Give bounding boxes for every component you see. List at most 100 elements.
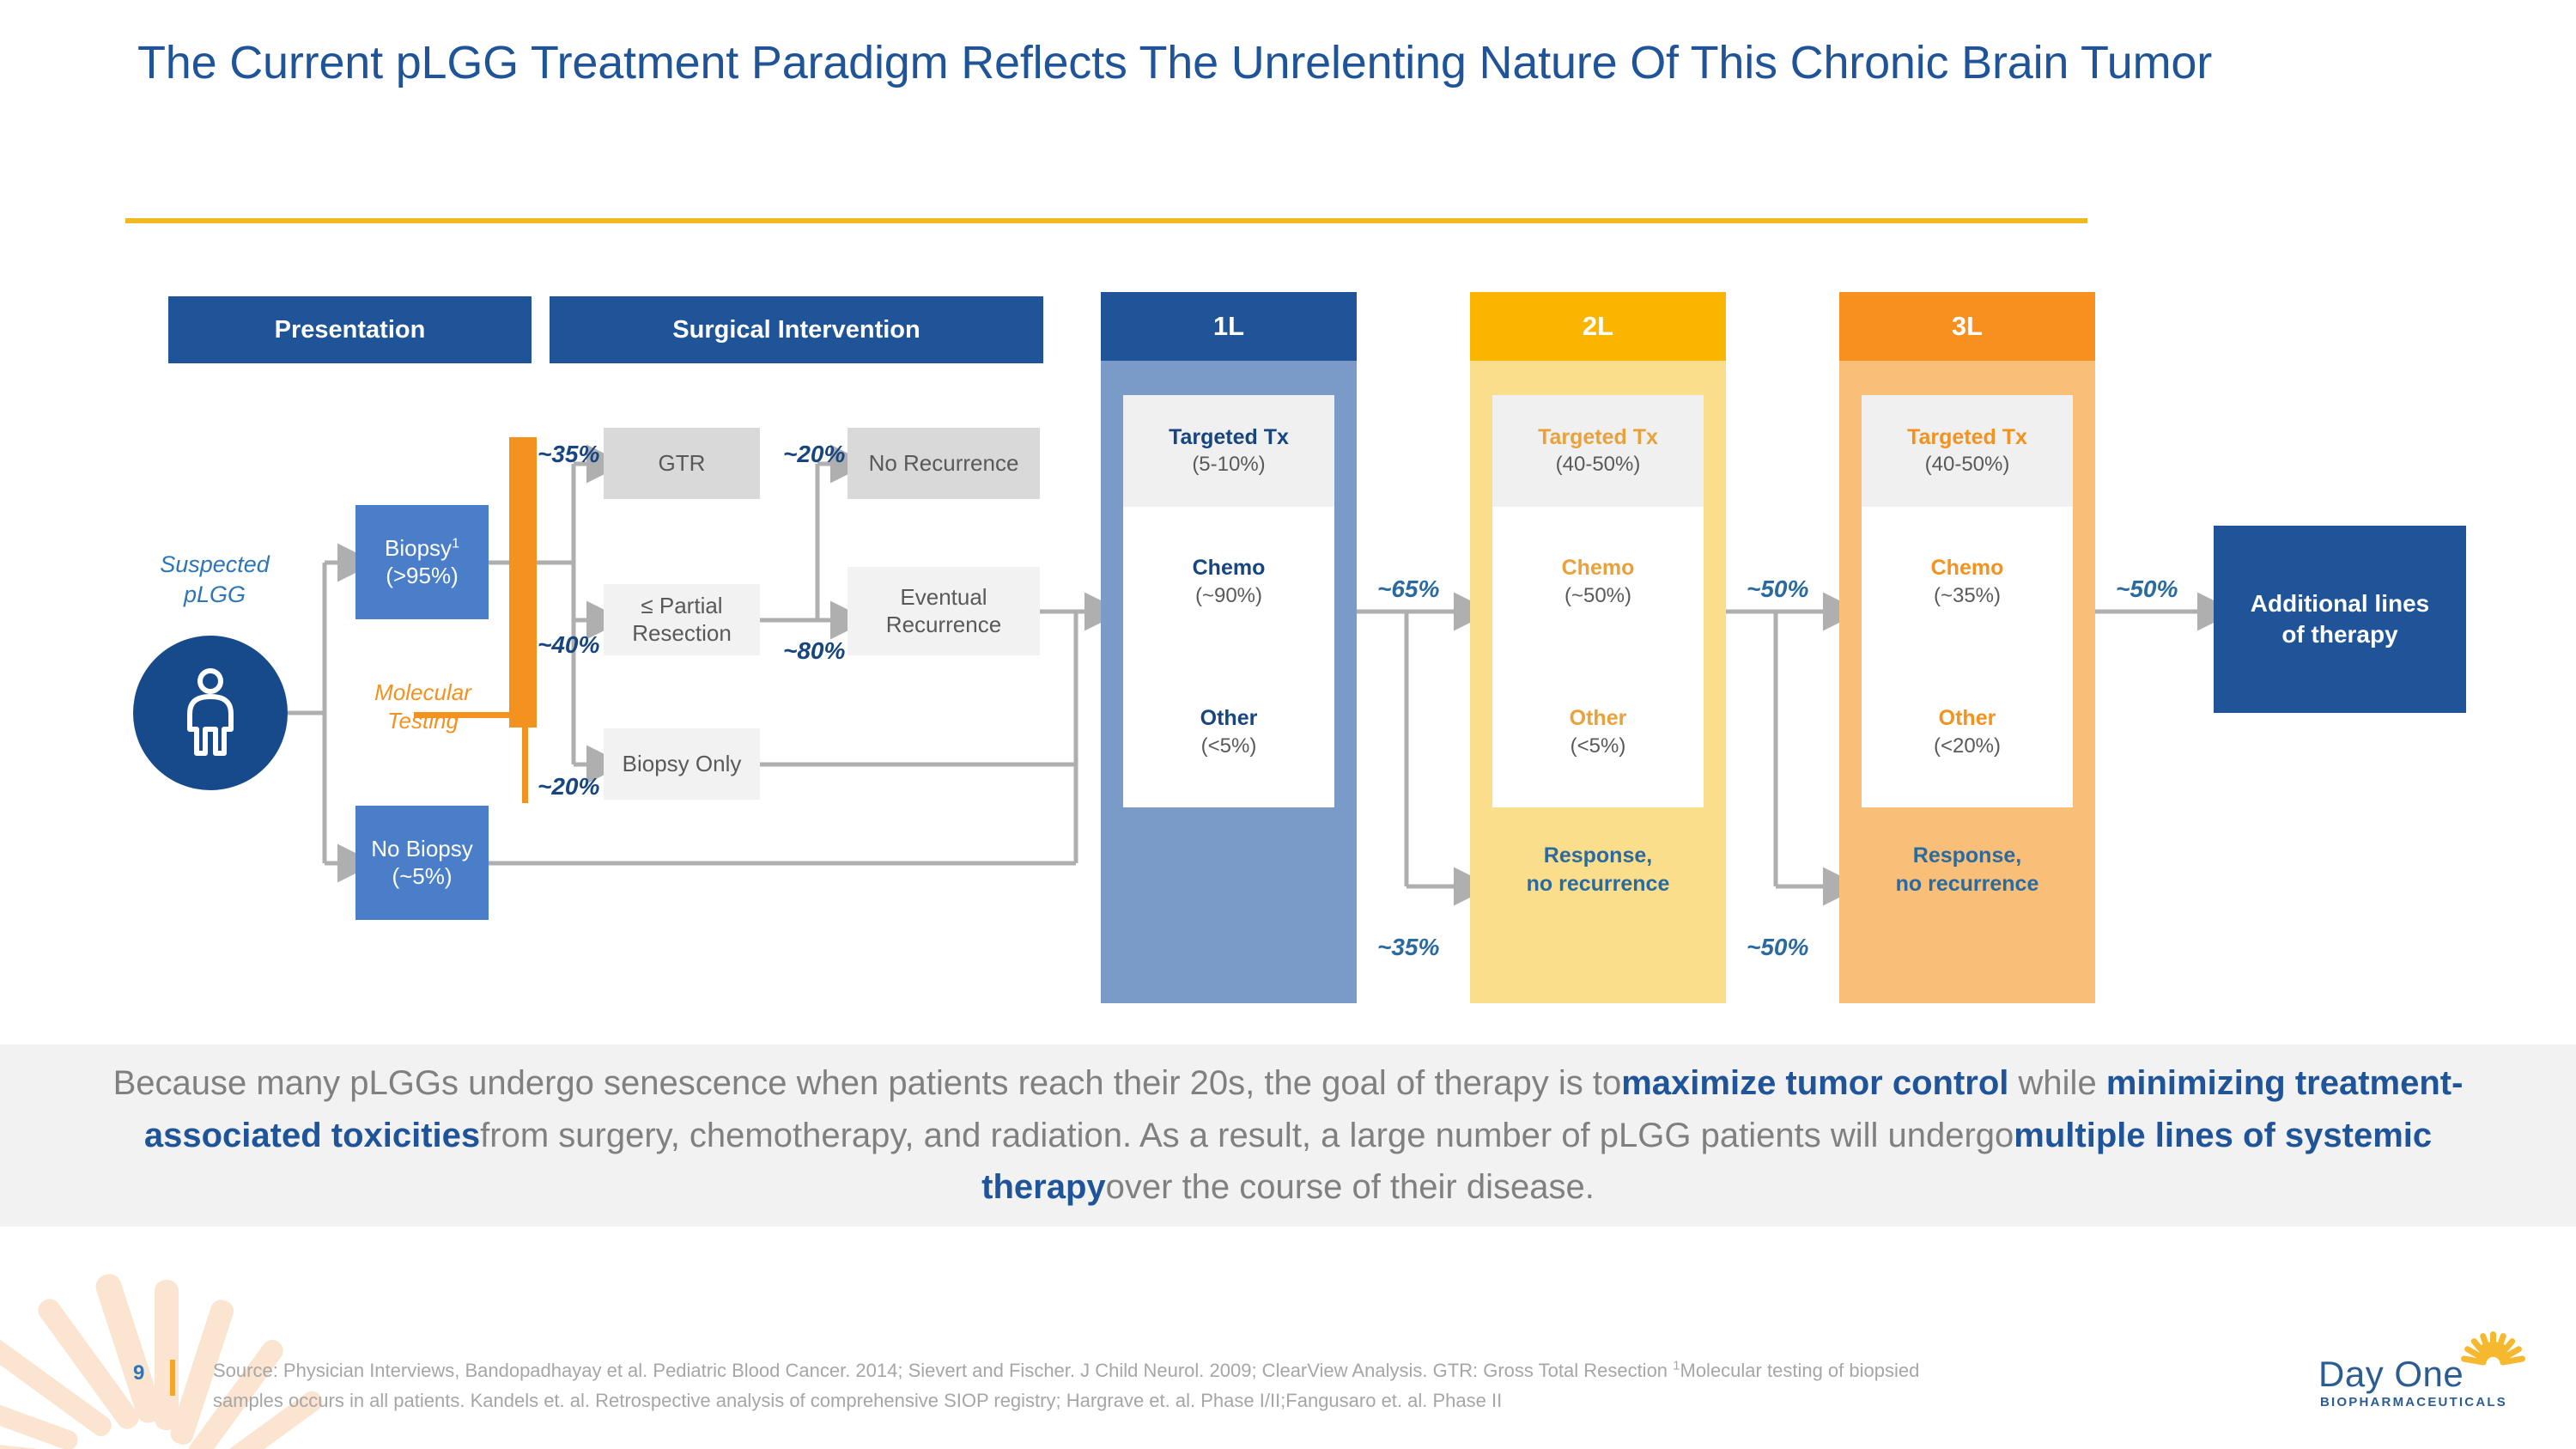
logo-name: Day One (2318, 1354, 2464, 1394)
treatment-column-body: Targeted Tx (40-50%) Chemo (~50%) Other … (1470, 361, 1726, 1003)
treatment-segment-chemo: Chemo (~35%) (1862, 507, 2073, 657)
response-line1: Response, (1912, 843, 2022, 868)
segment-name: Other (1200, 706, 1258, 731)
percent-label-eventual: ~80% (783, 637, 846, 664)
treatment-column-3l: 3L Targeted Tx (40-50%) Chemo (~35%) Oth… (1839, 292, 2095, 1003)
molecular-line2: Testing (387, 707, 459, 734)
treatment-column-header: 2L (1470, 292, 1726, 361)
page-number-accent-bar (170, 1360, 175, 1396)
title-underline (125, 218, 2087, 223)
response-no-recurrence-label: Response, no recurrence (1839, 842, 2095, 898)
segment-name: Chemo (1192, 556, 1266, 581)
flow-box-partial-resection: ≤ Partial Resection (604, 584, 760, 655)
logo-subtitle: BIOPHARMACEUTICALS (2320, 1395, 2507, 1409)
treatment-column-header: 3L (1839, 292, 2095, 361)
treatment-segment-other: Other (<20%) (1862, 657, 2073, 807)
molecular-testing-connector-vertical (522, 726, 528, 803)
segment-percent: (40-50%) (1924, 453, 2010, 477)
percent-label-gtr: ~35% (538, 441, 600, 467)
treatment-column-2l: 2L Targeted Tx (40-50%) Chemo (~50%) Oth… (1470, 292, 1726, 1003)
flow-box-percent: (~5%) (392, 862, 453, 889)
flow-box-label: GTR (658, 449, 706, 476)
treatment-card: Targeted Tx (5-10%) Chemo (~90%) Other (… (1123, 395, 1334, 807)
segment-percent: (~50%) (1564, 583, 1632, 607)
flow-box-label-2: Resection (632, 619, 732, 646)
treatment-segment-other: Other (<5%) (1492, 657, 1704, 807)
suspected-line2: pLGG (183, 581, 246, 608)
source-line1-a: Source: Physician Interviews, Bandopadha… (213, 1360, 1674, 1381)
treatment-segment-targeted: Targeted Tx (5-10%) (1123, 395, 1334, 507)
molecular-testing-label: Molecular Testing (348, 679, 498, 734)
flow-box-biopsy-only: Biopsy Only (604, 728, 760, 800)
treatment-segment-chemo: Chemo (~90%) (1123, 507, 1334, 657)
percent-label-to-3l-top: ~50% (1747, 575, 1809, 602)
treatment-card: Targeted Tx (40-50%) Chemo (~35%) Other … (1862, 395, 2073, 807)
percent-label-to-2l-top: ~65% (1377, 575, 1440, 602)
segment-percent: (5-10%) (1192, 453, 1266, 477)
additional-line1: Additional lines (2250, 590, 2430, 618)
response-line1: Response, (1543, 843, 1653, 868)
segment-percent: (<20%) (1933, 734, 2002, 758)
percent-label-to-2l-bottom: ~35% (1377, 934, 1440, 960)
flow-box-label: No Biopsy (371, 835, 473, 861)
treatment-column-body: Targeted Tx (5-10%) Chemo (~90%) Other (… (1101, 361, 1357, 1003)
callout-part2: while (2008, 1063, 2106, 1102)
sunburst-icon (2461, 1331, 2525, 1366)
response-line2: no recurrence (1895, 871, 2039, 896)
phase-header-presentation: Presentation (168, 296, 532, 363)
suspected-line1: Suspected (160, 551, 270, 577)
phase-header-label: Presentation (274, 315, 426, 344)
source-line1-b: Molecular testing of biopsied (1680, 1360, 1920, 1381)
source-line2: samples occurs in all patients. Kandels … (213, 1390, 1503, 1412)
treatment-segment-targeted: Targeted Tx (40-50%) (1862, 395, 2073, 507)
patient-avatar (133, 636, 288, 790)
company-logo: Day One BIOPHARMACEUTICALS (2318, 1331, 2542, 1419)
treatment-segment-targeted: Targeted Tx (40-50%) (1492, 395, 1704, 507)
flow-box-eventual-recurrence: Eventual Recurrence (848, 567, 1040, 655)
flow-box-label: Eventual (900, 583, 987, 610)
segment-name: Targeted Tx (1169, 424, 1289, 449)
segment-percent: (<5%) (1570, 734, 1626, 758)
segment-percent: (~90%) (1194, 583, 1263, 607)
segment-percent: (40-50%) (1555, 453, 1641, 477)
segment-name: Other (1569, 706, 1627, 731)
molecular-line1: Molecular (374, 679, 471, 705)
treatment-segment-chemo: Chemo (~50%) (1492, 507, 1704, 657)
treatment-column-header: 1L (1101, 292, 1357, 361)
suspected-plgg-label: Suspected pLGG (112, 550, 318, 610)
percent-label-to-additional: ~50% (2116, 575, 2178, 602)
callout-part4: over the course of their disease. (1105, 1168, 1595, 1207)
segment-name: Targeted Tx (1907, 424, 2027, 449)
source-footnote-marker: 1 (1673, 1358, 1680, 1373)
treatment-column-body: Targeted Tx (40-50%) Chemo (~35%) Other … (1839, 361, 2095, 1003)
segment-name: Targeted Tx (1538, 424, 1658, 449)
summary-callout-text: Because many pLGGs undergo senescence wh… (86, 1057, 2490, 1214)
callout-part3: from surgery, chemotherapy, and radiatio… (480, 1116, 2014, 1154)
page-number: 9 (133, 1361, 145, 1385)
callout-bold2: minimizing treatment-associated toxiciti… (143, 1063, 2464, 1154)
flow-box-no-biopsy: No Biopsy (~5%) (355, 806, 489, 920)
treatment-column-1l: 1L Targeted Tx (5-10%) Chemo (~90%) Othe… (1101, 292, 1357, 1003)
phase-header-surgical-intervention: Surgical Intervention (550, 296, 1043, 363)
response-no-recurrence-label: Response, no recurrence (1470, 842, 1726, 898)
flow-box-label: Biopsy1 (385, 534, 459, 561)
segment-name: Other (1938, 706, 1996, 731)
flow-box-label: No Recurrence (868, 449, 1019, 476)
percent-label-no-recurrence: ~20% (783, 441, 846, 467)
treatment-card: Targeted Tx (40-50%) Chemo (~50%) Other … (1492, 395, 1704, 807)
molecular-testing-connector-horizontal (414, 712, 527, 718)
person-icon (187, 668, 234, 756)
percent-label-biopsy-only: ~20% (538, 773, 600, 800)
flow-box-no-recurrence: No Recurrence (848, 428, 1040, 499)
callout-bold1: maximize tumor control (1621, 1063, 2009, 1102)
flow-box-gtr: GTR (604, 428, 760, 499)
treatment-segment-other: Other (<5%) (1123, 657, 1334, 807)
callout-bold3: multiple lines of systemic therapy (981, 1116, 2433, 1207)
molecular-testing-bar (509, 437, 537, 728)
segment-name: Chemo (1561, 556, 1635, 581)
segment-name: Chemo (1930, 556, 2004, 581)
phase-header-label: Surgical Intervention (672, 315, 920, 344)
flow-box-label: ≤ Partial (641, 592, 723, 618)
page-title: The Current pLGG Treatment Paradigm Refl… (137, 37, 2213, 88)
